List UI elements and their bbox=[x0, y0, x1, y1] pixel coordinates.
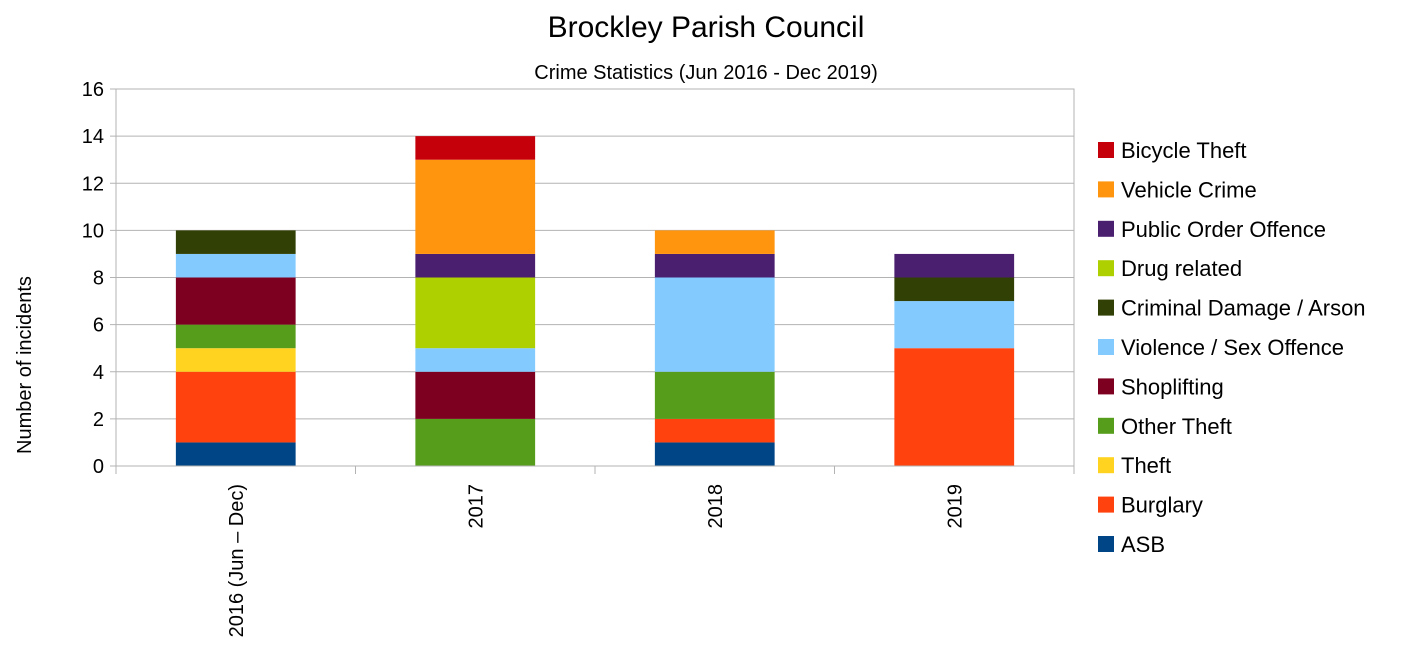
bar-segment-violence-sex-offence bbox=[654, 277, 775, 372]
legend-swatch-violence-sex-offence bbox=[1098, 339, 1114, 355]
legend-label-shoplifting: Shoplifting bbox=[1121, 374, 1224, 399]
bar-segment-public-order-offence bbox=[894, 253, 1015, 278]
bar-segment-drug-related bbox=[415, 277, 536, 349]
legend-label-asb: ASB bbox=[1121, 532, 1165, 557]
legend-label-burglary: Burglary bbox=[1121, 493, 1203, 518]
legend-label-other-theft: Other Theft bbox=[1121, 414, 1232, 439]
bar-segment-theft bbox=[175, 348, 296, 372]
legend-label-bicycle-theft: Bicycle Theft bbox=[1121, 138, 1247, 163]
bar-segment-shoplifting bbox=[415, 371, 536, 419]
legend: Bicycle Theft Vehicle Crime Public Order O… bbox=[1098, 138, 1366, 557]
bar-segment-public-order-offence bbox=[415, 253, 536, 278]
legend-swatch-vehicle-crime bbox=[1098, 181, 1114, 198]
bar-segment-public-order-offence bbox=[654, 253, 775, 278]
bar-segment-vehicle-crime bbox=[654, 230, 775, 254]
bar-segment-violence-sex-offence bbox=[894, 301, 1015, 349]
legend-swatch-bicycle-theft bbox=[1098, 142, 1114, 158]
x-tick-label: 2016 (Jun – Dec) bbox=[226, 484, 248, 637]
bar-segment-violence-sex-offence bbox=[175, 253, 296, 278]
bar-segment-shoplifting bbox=[175, 277, 296, 325]
chart-subtitle: Crime Statistics (Jun 2016 - Dec 2019) bbox=[534, 62, 877, 84]
bar-segment-other-theft bbox=[175, 324, 296, 349]
bar-segment-asb bbox=[654, 442, 775, 466]
legend-label-criminal-damage-arson: Criminal Damage / Arson bbox=[1121, 296, 1366, 321]
legend-swatch-asb bbox=[1098, 536, 1114, 552]
bar-segment-burglary bbox=[894, 348, 1015, 466]
legend-swatch-drug-related bbox=[1098, 260, 1114, 277]
legend-swatch-public-order-offence bbox=[1098, 220, 1114, 237]
legend-swatch-criminal-damage-arson bbox=[1098, 299, 1114, 316]
bar-segment-criminal-damage-arson bbox=[894, 277, 1015, 302]
x-tick-label: 2017 bbox=[465, 484, 487, 529]
bars bbox=[175, 136, 1015, 466]
chart-title: Brockley Parish Council bbox=[548, 11, 865, 44]
bar-segment-bicycle-theft bbox=[415, 136, 536, 160]
legend-swatch-burglary bbox=[1098, 496, 1114, 513]
legend-swatch-theft bbox=[1098, 457, 1114, 474]
y-axis-label: Number of incidents bbox=[14, 276, 36, 454]
bar-segment-other-theft bbox=[654, 371, 775, 419]
y-tick-label: 12 bbox=[82, 173, 104, 195]
legend-swatch-shoplifting bbox=[1098, 378, 1114, 395]
bar-segment-asb bbox=[175, 442, 296, 466]
bar-segment-violence-sex-offence bbox=[415, 348, 536, 372]
y-tick-label: 2 bbox=[93, 409, 104, 431]
legend-label-drug-related: Drug related bbox=[1121, 256, 1242, 281]
legend-label-vehicle-crime: Vehicle Crime bbox=[1121, 177, 1257, 202]
x-tick-label: 2018 bbox=[705, 484, 727, 529]
bar-segment-burglary bbox=[175, 371, 296, 443]
legend-label-violence-sex-offence: Violence / Sex Offence bbox=[1121, 335, 1344, 360]
bar-segment-vehicle-crime bbox=[415, 159, 536, 254]
y-tick-label: 6 bbox=[93, 315, 104, 337]
x-tick-label: 2019 bbox=[944, 484, 966, 529]
bar-segment-other-theft bbox=[415, 418, 536, 466]
y-tick-label: 10 bbox=[82, 220, 104, 242]
legend-label-theft: Theft bbox=[1121, 453, 1171, 478]
bar-segment-burglary bbox=[654, 418, 775, 443]
axes: 0 2 4 6 8 10 12 14 16 2016 (Jun – Dec) 2017 2018 201… bbox=[82, 79, 1075, 637]
bar-segment-criminal-damage-arson bbox=[175, 230, 296, 254]
legend-swatch-other-theft bbox=[1098, 417, 1114, 434]
legend-label-public-order-offence: Public Order Offence bbox=[1121, 217, 1326, 242]
y-tick-label: 4 bbox=[93, 362, 104, 384]
y-tick-label: 14 bbox=[82, 126, 104, 148]
y-tick-label: 8 bbox=[93, 268, 104, 290]
y-tick-label: 16 bbox=[82, 79, 104, 101]
y-tick-label: 0 bbox=[93, 456, 104, 478]
